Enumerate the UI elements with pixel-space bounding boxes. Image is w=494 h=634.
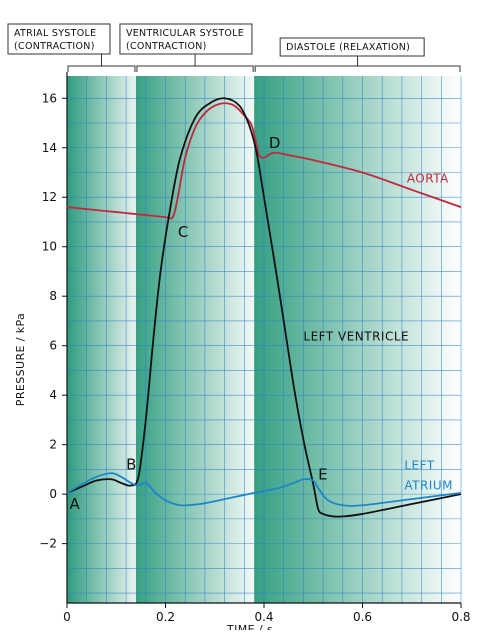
- chart-labels: ATRIAL SYSTOLE (CONTRACTION) VENTRICULAR S…: [7, 23, 461, 513]
- phase-label-box: [7, 23, 111, 55]
- phase-label-text: (CONTRACTION): [14, 41, 95, 52]
- x-axis-title: TIME / s: [226, 623, 273, 630]
- series-line-left-ventricle: [67, 97, 461, 518]
- phase-bracket: [254, 65, 461, 72]
- phase-label-text: (CONTRACTION): [126, 41, 207, 52]
- series-label-aorta: AORTA: [407, 171, 449, 185]
- x-tick-label: 0.6: [353, 610, 372, 624]
- axes: −2 0 2 4 6 8 10 12 14 16 0 0.2 0.4 0.6 0.8 PRESSURE / k…: [14, 72, 471, 634]
- y-tick-label: 16: [42, 91, 57, 105]
- series-label-left-ventricle: LEFT VENTRICLE: [303, 330, 409, 344]
- y-tick-label: 14: [42, 141, 57, 155]
- series-label-left-atrium: ATRIUM: [404, 478, 453, 492]
- series-line-left-atrium: [67, 472, 461, 507]
- grid: [66, 76, 462, 603]
- x-tick-label: 0: [63, 610, 71, 624]
- phase-background: [67, 76, 136, 603]
- phase-background: [135, 76, 255, 603]
- phase-label-text: DIASTOLE (RELAXATION): [286, 42, 410, 53]
- phase-label-text: ATRIAL SYSTOLE: [14, 28, 96, 39]
- point-label-b: B: [126, 455, 136, 473]
- point-label-a: A: [69, 495, 80, 513]
- x-tick-label: 0.2: [156, 610, 175, 624]
- y-tick-label: 4: [49, 388, 57, 402]
- phase-bracket: [67, 65, 136, 72]
- point-label-c: C: [178, 223, 188, 241]
- phase-label-box: [279, 37, 425, 57]
- phase-bracket: [136, 65, 254, 72]
- y-tick-label: 12: [42, 190, 57, 204]
- series-label-left-atrium: LEFT: [404, 458, 434, 472]
- y-tick-label: 2: [49, 438, 57, 452]
- y-tick-label: 0: [49, 487, 57, 501]
- phase-label-text: VENTRICULAR SYSTOLE: [126, 28, 244, 39]
- series-line-aorta: [67, 102, 461, 220]
- series-lines: [67, 97, 461, 518]
- point-label-d: D: [269, 134, 281, 152]
- phase-label-box: [119, 23, 253, 55]
- y-tick-label: 10: [42, 240, 57, 254]
- x-tick-label: 0.8: [451, 610, 470, 624]
- y-tick-label: −2: [39, 537, 57, 551]
- phase-backgrounds: [67, 76, 461, 603]
- x-tick-label: 0.4: [254, 610, 273, 624]
- y-axis-title: PRESSURE / kPa: [14, 313, 27, 406]
- y-tick-label: 8: [49, 289, 57, 303]
- y-tick-label: 6: [49, 339, 57, 353]
- point-label-e: E: [318, 465, 327, 483]
